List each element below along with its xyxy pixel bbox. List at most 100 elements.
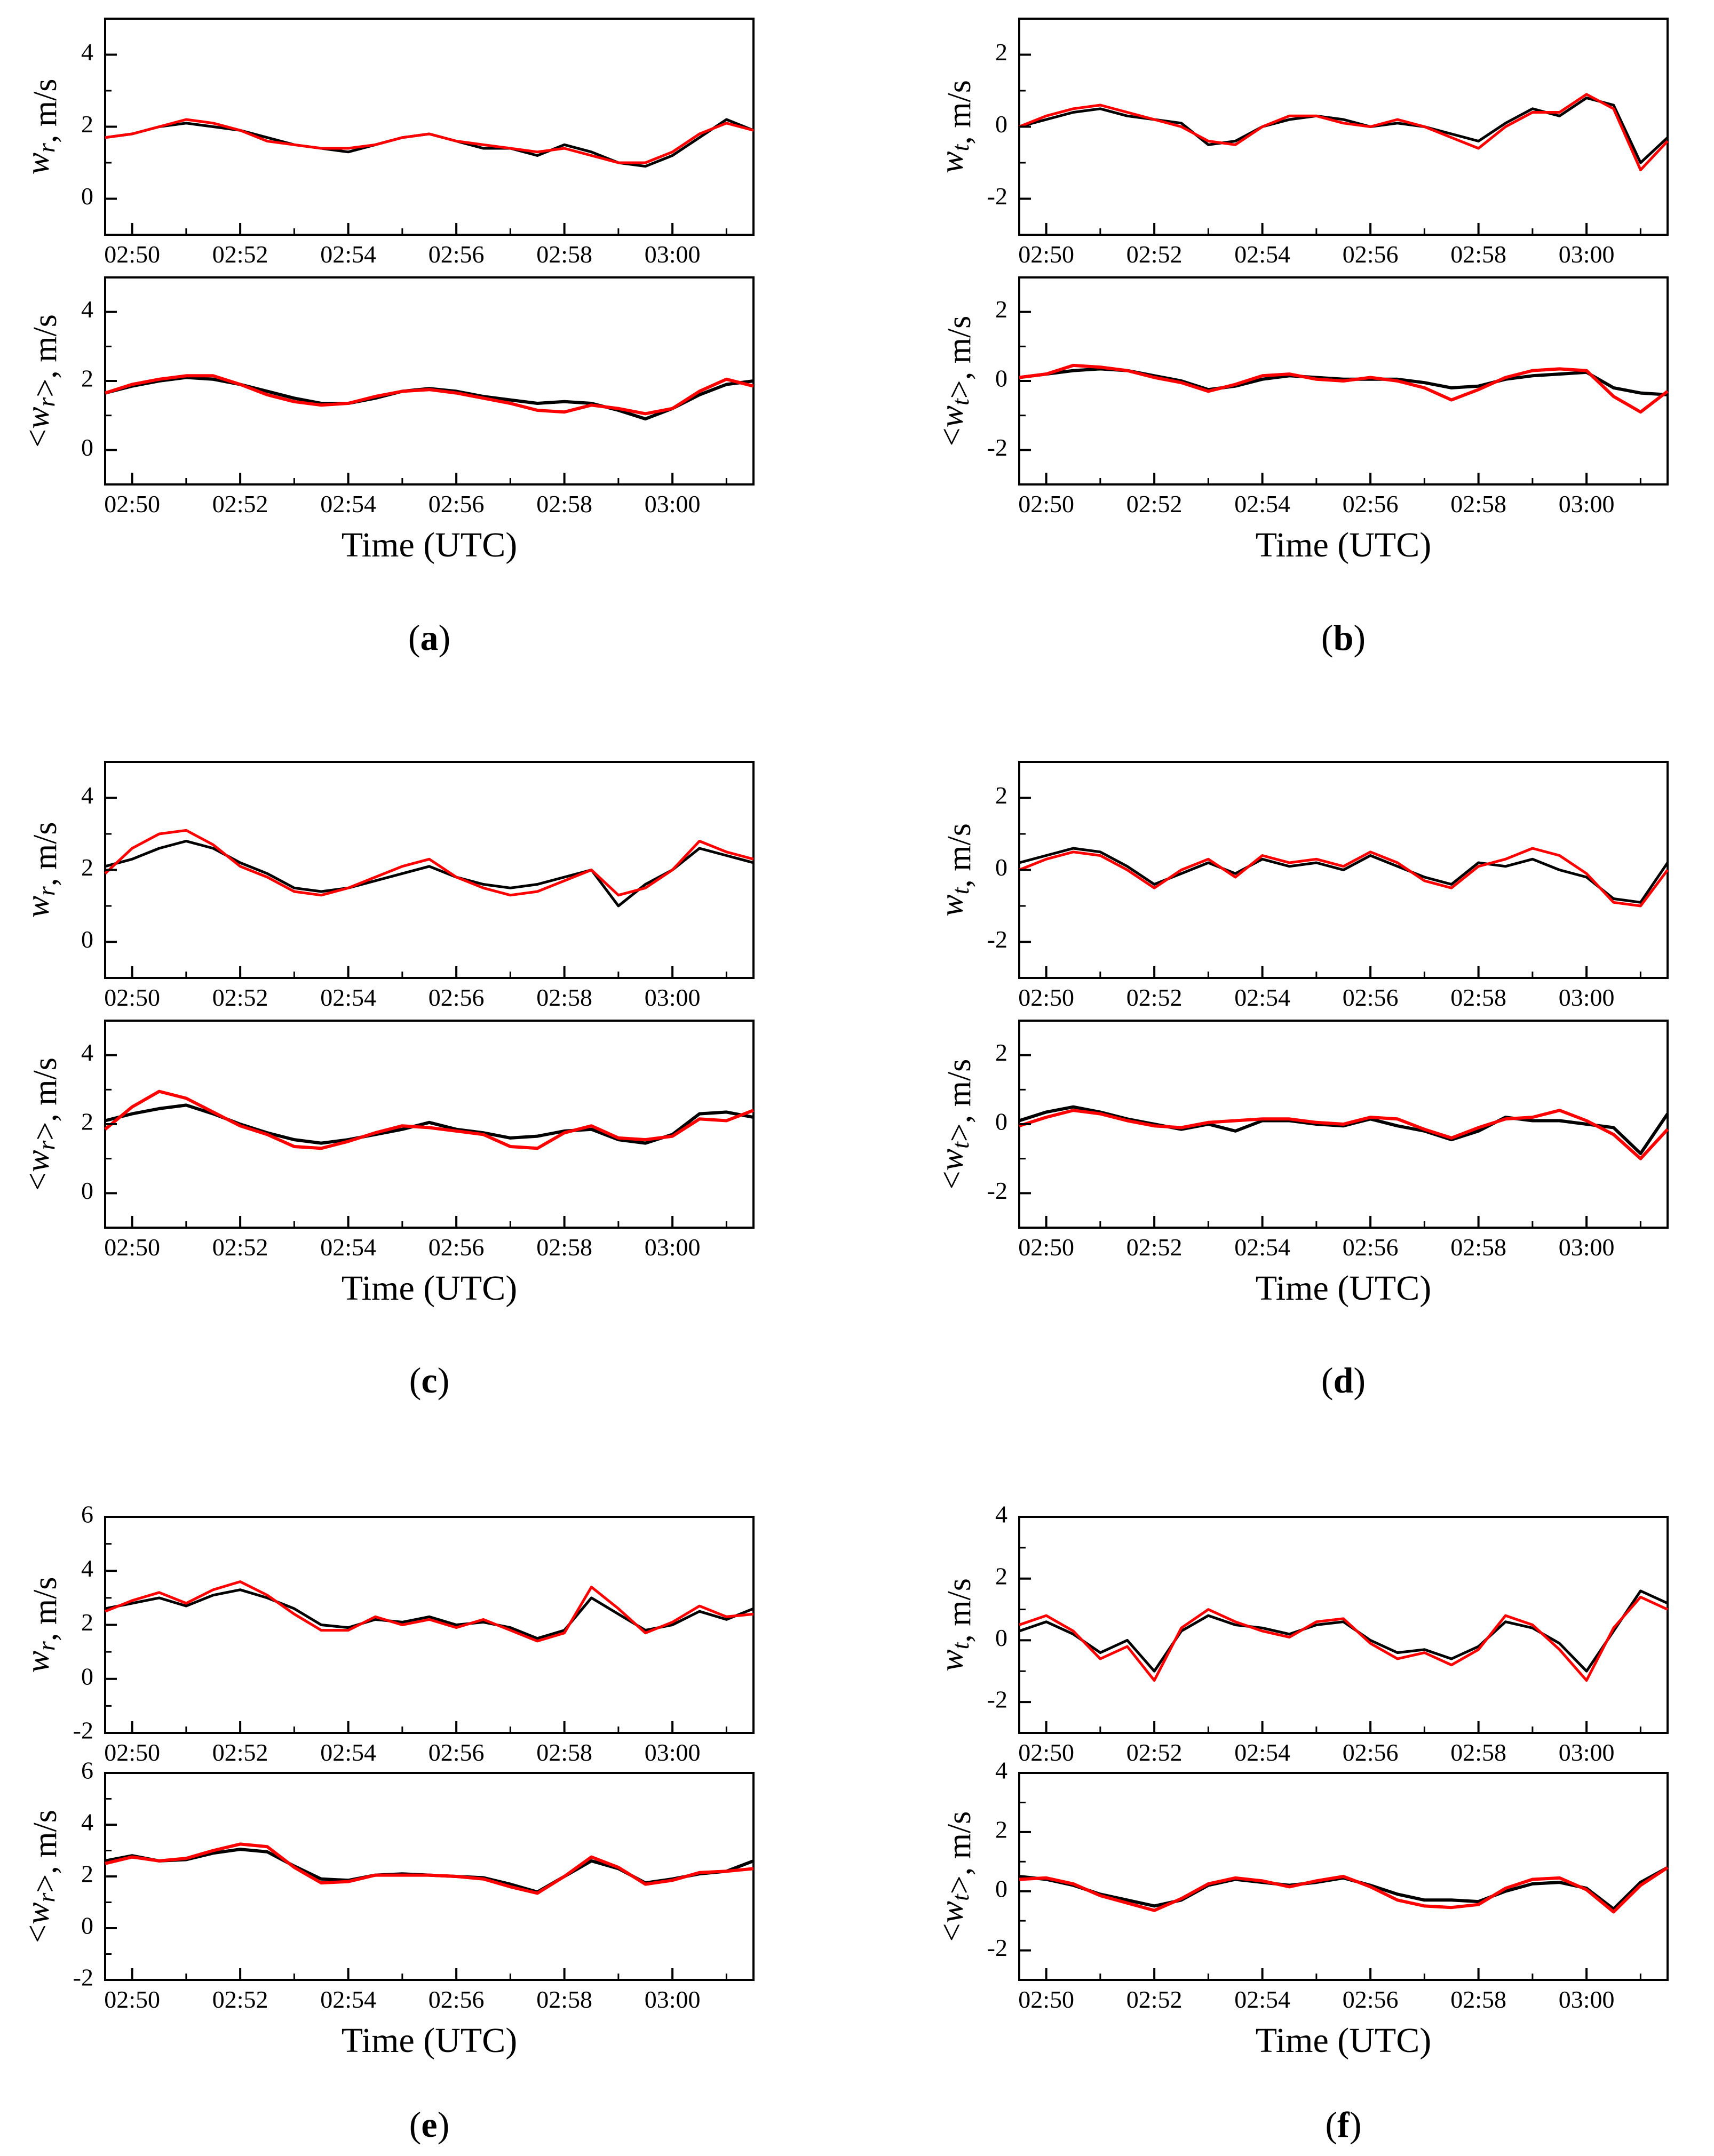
x-tick-label: 02:56 [1343, 1234, 1399, 1261]
x-tick-label: 02:50 [104, 1739, 160, 1766]
y-tick-label: 4 [81, 296, 93, 323]
panel-letter: f [1337, 2104, 1350, 2145]
x-tick-label: 02:58 [1450, 1234, 1506, 1261]
x-tick-label: 02:52 [212, 241, 268, 268]
series-line-red [105, 374, 754, 416]
x-tick-label: 02:56 [428, 241, 485, 268]
series-line-black [1019, 97, 1669, 164]
series-line-red [1019, 363, 1669, 414]
y-tick-label: 2 [81, 110, 93, 138]
y-tick-label: 4 [81, 38, 93, 66]
plot-frame [104, 1516, 755, 1734]
x-tick-label: 03:00 [1559, 241, 1615, 268]
plot-a-mean: 02:50 02:52 02:54 02:56 02:58 03:00 0 2 4 <wr>, m… [20, 276, 755, 564]
series-line-red [1019, 1866, 1669, 1914]
plot-frame [104, 761, 755, 979]
series-line-red [1019, 1109, 1669, 1160]
x-tick-label: 03:00 [645, 1234, 701, 1261]
y-tick-label: 4 [81, 1039, 93, 1066]
y-tick-label: 2 [995, 1562, 1007, 1589]
y-tick-label: 6 [81, 1501, 93, 1528]
x-tick-label: 02:54 [320, 1234, 376, 1261]
x-axis-label: Time (UTC) [342, 1269, 517, 1308]
x-axis-label: Time (UTC) [342, 526, 517, 564]
y-tick-label: 0 [995, 854, 1007, 881]
x-tick-label: 02:52 [1126, 241, 1183, 268]
plot-frame [1018, 1516, 1669, 1734]
panel-letter: d [1334, 1360, 1354, 1401]
y-tick-label: 2 [995, 1816, 1007, 1843]
plot-a-raw: 02:50 02:52 02:54 02:56 02:58 03:00 0 2 4 wr, m/s [20, 18, 755, 268]
y-tick-label: 2 [995, 296, 1007, 323]
y-tick-label: 0 [81, 1662, 93, 1690]
y-tick-label: -2 [987, 1686, 1007, 1713]
x-tick-label: 02:52 [212, 1739, 268, 1766]
x-tick-label: 02:56 [428, 984, 485, 1011]
y-tick-label: 2 [81, 365, 93, 392]
plot-f-mean: 02:50 02:52 02:54 02:56 02:58 03:00 -2 0 2 4 <wt>,… [934, 1757, 1669, 2060]
y-tick-label: -2 [987, 926, 1007, 953]
panel-label-c: (c) [409, 1360, 450, 1401]
y-tick-label: 0 [995, 1624, 1007, 1651]
series-line-red [1019, 93, 1669, 171]
x-axis-label: Time (UTC) [342, 2021, 517, 2060]
x-tick-label: 02:54 [320, 1739, 376, 1766]
y-tick-label: 2 [995, 38, 1007, 66]
x-tick-label: 02:52 [1126, 1739, 1183, 1766]
y-axis-label-mean: <wt>, m/s [934, 316, 978, 447]
series-line-black [1019, 1866, 1669, 1911]
plot-frame [104, 18, 755, 236]
y-tick-label: 4 [995, 1757, 1007, 1784]
x-tick-label: 02:50 [1018, 984, 1074, 1011]
x-tick-label: 02:56 [428, 1234, 485, 1261]
x-tick-label: 03:00 [1559, 490, 1615, 518]
plot-b-mean: 02:50 02:52 02:54 02:56 02:58 03:00 -2 0 2 <wt>, … [934, 276, 1669, 564]
x-tick-label: 03:00 [1559, 1739, 1615, 1766]
x-tick-label: 02:54 [320, 984, 376, 1011]
y-tick-label: 4 [81, 1555, 93, 1582]
y-tick-label: -2 [73, 1717, 93, 1744]
x-tick-label: 02:58 [536, 241, 592, 268]
series-line-black [105, 1588, 754, 1640]
x-tick-label: 02:58 [1450, 984, 1506, 1011]
x-tick-label: 03:00 [1559, 1986, 1615, 2013]
y-tick-label: 0 [81, 1177, 93, 1204]
y-tick-label: 4 [81, 782, 93, 809]
x-tick-label: 02:54 [1234, 1739, 1290, 1766]
panel-letter: b [1334, 617, 1354, 658]
x-tick-label: 02:56 [1343, 1986, 1399, 2013]
y-tick-label: 0 [81, 434, 93, 461]
y-tick-label: -2 [987, 182, 1007, 210]
x-tick-label: 02:50 [1018, 1986, 1074, 2013]
y-axis-label-raw: wt, m/s [934, 823, 978, 917]
x-tick-label: 02:56 [1343, 984, 1399, 1011]
x-axis-label: Time (UTC) [1256, 1269, 1431, 1308]
plot-frame [1018, 18, 1669, 236]
x-tick-label: 02:50 [104, 490, 160, 518]
series-line-black [1019, 1105, 1669, 1155]
plot-c-mean: 02:50 02:52 02:54 02:56 02:58 03:00 0 2 4 <wr>, m… [20, 1020, 755, 1308]
x-tick-label: 02:56 [428, 490, 485, 518]
series-line-red [105, 118, 754, 164]
panel-letter: a [420, 617, 439, 658]
plot-e-raw: 02:50 02:52 02:54 02:56 02:58 03:00 -2 0 2 4 6 wr, … [20, 1501, 755, 1766]
x-tick-label: 02:56 [428, 1986, 485, 2013]
x-tick-label: 02:54 [1234, 490, 1290, 518]
y-axis-label-raw: wr, m/s [20, 79, 64, 175]
x-tick-label: 02:52 [212, 984, 268, 1011]
panel-label-a: (a) [408, 617, 450, 658]
y-axis-label-raw: wt, m/s [934, 1578, 978, 1672]
x-tick-label: 03:00 [645, 241, 701, 268]
y-tick-label: 4 [81, 1809, 93, 1836]
x-axis-label: Time (UTC) [1256, 2021, 1431, 2060]
y-tick-label: 2 [81, 1108, 93, 1135]
x-tick-label: 03:00 [645, 1986, 701, 2013]
x-tick-label: 03:00 [645, 490, 701, 518]
panel-label-f: (f) [1326, 2104, 1362, 2145]
x-tick-label: 02:58 [536, 490, 592, 518]
y-axis-label-mean: <wt>, m/s [934, 1811, 978, 1942]
x-tick-label: 02:52 [1126, 984, 1183, 1011]
x-tick-label: 02:52 [212, 1234, 268, 1261]
x-tick-label: 02:56 [1343, 490, 1399, 518]
